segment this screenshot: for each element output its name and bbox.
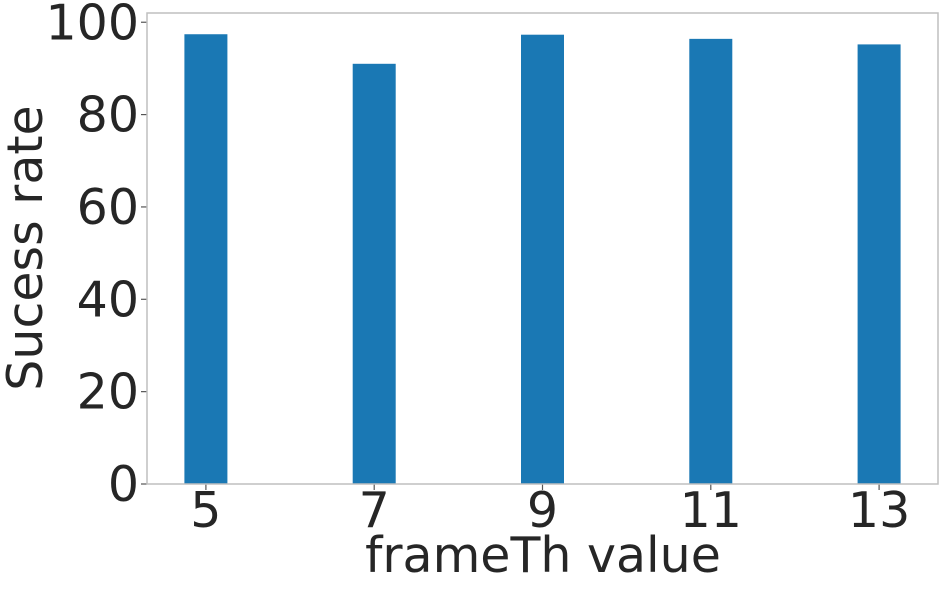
y-tick-label: 20 [77, 364, 139, 421]
bar [689, 38, 733, 484]
x-tick-label: 11 [680, 482, 742, 539]
bar [352, 63, 396, 484]
x-tick-label: 13 [848, 482, 910, 539]
bar [184, 34, 228, 484]
bars [184, 34, 901, 485]
y-tick-label: 0 [108, 456, 139, 513]
y-axis-label: Sucess rate [0, 105, 54, 390]
y-ticks: 0 20 40 60 80 100 [45, 0, 147, 513]
bar [521, 34, 564, 484]
x-ticks: 5 7 9 11 13 [190, 482, 910, 539]
y-tick-label: 80 [77, 87, 139, 144]
plot-frame [146, 12, 939, 485]
y-tick-label: 100 [45, 0, 139, 51]
bar [857, 44, 901, 485]
x-tick-label: 5 [190, 482, 221, 539]
x-tick-label: 7 [359, 482, 390, 539]
y-tick-label: 60 [77, 179, 139, 236]
x-tick-label: 9 [527, 482, 558, 539]
x-axis-label: frameTh value [365, 527, 721, 584]
y-tick-label: 40 [77, 271, 139, 328]
